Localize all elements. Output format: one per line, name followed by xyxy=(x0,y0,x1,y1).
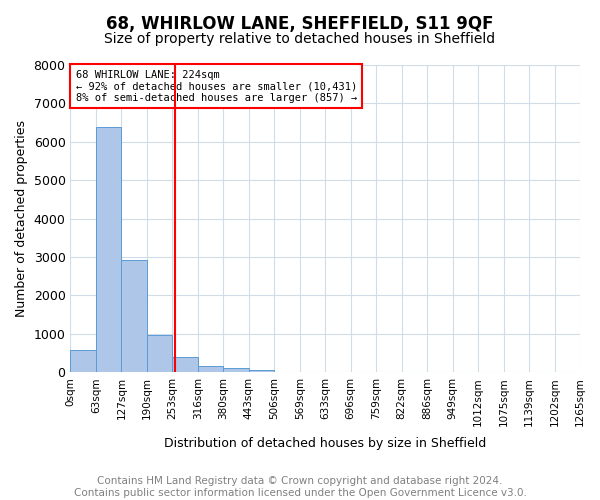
Text: 68, WHIRLOW LANE, SHEFFIELD, S11 9QF: 68, WHIRLOW LANE, SHEFFIELD, S11 9QF xyxy=(106,15,494,33)
Bar xyxy=(121,260,147,372)
Bar xyxy=(198,366,223,372)
Bar xyxy=(172,358,198,372)
Bar xyxy=(223,368,249,372)
Text: Size of property relative to detached houses in Sheffield: Size of property relative to detached ho… xyxy=(104,32,496,46)
Bar xyxy=(70,350,96,372)
Y-axis label: Number of detached properties: Number of detached properties xyxy=(15,120,28,317)
X-axis label: Distribution of detached houses by size in Sheffield: Distribution of detached houses by size … xyxy=(164,437,487,450)
Bar xyxy=(147,334,172,372)
Text: 68 WHIRLOW LANE: 224sqm
← 92% of detached houses are smaller (10,431)
8% of semi: 68 WHIRLOW LANE: 224sqm ← 92% of detache… xyxy=(76,70,357,103)
Bar xyxy=(249,370,274,372)
Bar xyxy=(96,127,121,372)
Text: Contains HM Land Registry data © Crown copyright and database right 2024.
Contai: Contains HM Land Registry data © Crown c… xyxy=(74,476,526,498)
